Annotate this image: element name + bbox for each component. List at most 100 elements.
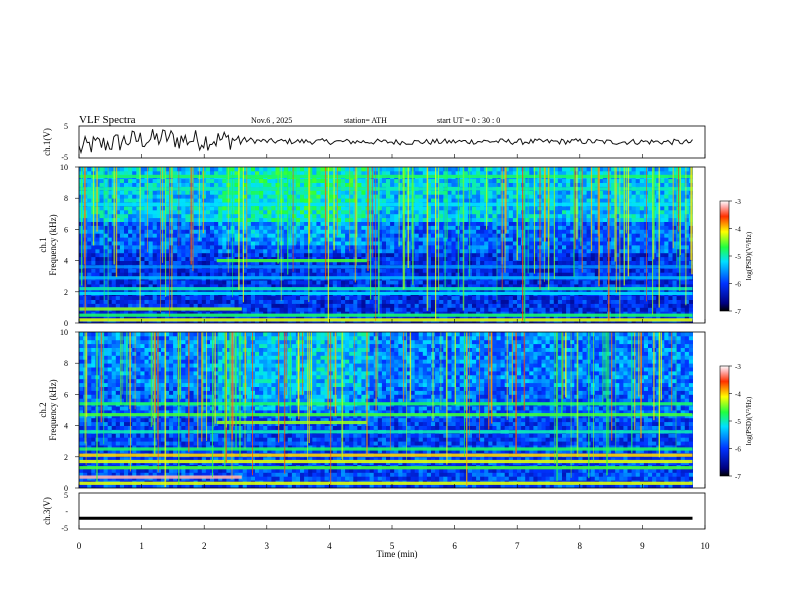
spectrogram-cell — [504, 209, 510, 215]
spectrogram-cell — [320, 233, 325, 238]
spectrogram-cell — [553, 221, 559, 226]
spectrogram-cell — [336, 252, 342, 258]
spectrogram-cell — [263, 299, 268, 304]
spectrogram-cell — [566, 272, 571, 277]
spectrogram-cell — [447, 245, 452, 250]
spectrogram-cell — [488, 170, 493, 176]
spectrogram-cell — [541, 237, 546, 242]
spectrogram-cell — [545, 194, 551, 199]
spectrogram-cell — [300, 245, 305, 250]
spectrogram-cell — [435, 241, 440, 246]
spectrogram-cell — [308, 190, 313, 195]
spectrogram-cell — [504, 315, 510, 320]
spectrogram-cell — [451, 194, 456, 199]
spectrogram-cell — [492, 260, 497, 265]
spectrogram-cell — [283, 233, 289, 238]
spectrogram-cell — [144, 190, 149, 195]
spectrogram-cell — [218, 221, 223, 226]
spectrogram-cell — [394, 260, 399, 265]
spectrogram-cell — [394, 221, 399, 226]
spectrogram-cell — [484, 303, 489, 308]
spectrogram-cell — [295, 272, 301, 277]
spectrogram-cell — [537, 303, 542, 308]
spectrogram-cell — [144, 217, 149, 222]
spectrogram-cell — [250, 209, 256, 215]
spectrogram-cell — [386, 299, 391, 304]
start-time-label: start UT = 0 : 30 : 0 — [437, 116, 500, 125]
spectrogram-cell — [394, 198, 399, 203]
spectrogram-cell — [570, 194, 575, 199]
spectrogram-cell — [549, 182, 555, 187]
spectrogram-cell — [324, 178, 330, 183]
spectrogram-cell — [197, 229, 203, 234]
spectrogram-cell — [349, 248, 354, 254]
spectrogram-cell — [345, 237, 350, 242]
spectrogram-cell — [99, 272, 104, 277]
spectrogram-cell — [386, 194, 391, 199]
spectrogram-cell — [529, 256, 534, 261]
spectrogram-cell — [377, 284, 383, 289]
spectrogram-cell — [115, 260, 121, 265]
spectrogram-cell — [177, 233, 182, 238]
spectrogram-cell — [386, 190, 391, 195]
spectrogram-cell — [119, 311, 125, 316]
spectrogram-cell — [435, 252, 440, 258]
spectrogram-cell — [459, 295, 465, 300]
spectrogram-cell — [422, 233, 428, 238]
spectrogram-cell — [173, 245, 178, 250]
spectrogram-cell — [291, 178, 297, 183]
spectrogram-cell — [529, 315, 534, 320]
spectrogram-cell — [562, 198, 567, 203]
spectrogram-cell — [210, 221, 215, 226]
spectrogram-cell — [295, 260, 301, 265]
spectrogram-cell — [562, 311, 567, 316]
spectrogram-cell — [557, 307, 563, 312]
spectrogram-cell — [578, 272, 583, 277]
spectrogram-cell — [455, 307, 461, 312]
spectrogram-cell — [242, 237, 248, 242]
spectrogram-cell — [357, 248, 362, 254]
spectrogram-cell — [316, 307, 321, 312]
spectrogram-cell — [177, 280, 182, 285]
spectrogram-cell — [435, 221, 440, 226]
spectrogram-cell — [218, 303, 223, 308]
spectrogram-cell — [349, 198, 354, 203]
spectrogram-cell — [156, 241, 162, 246]
spectrogram-cell — [291, 170, 297, 176]
spectrogram-cell — [156, 299, 162, 304]
spectrogram-cell — [124, 260, 129, 265]
spectrogram-cell — [402, 311, 407, 316]
spectrogram-cell — [271, 315, 276, 320]
spectrogram-cell — [226, 284, 231, 289]
spectrogram-cell — [91, 272, 96, 277]
spectrogram-cell — [238, 190, 244, 195]
spectrogram-cell — [517, 233, 522, 238]
spectrogram-cell — [332, 170, 338, 176]
spectrogram-cell — [406, 303, 411, 308]
spectrogram-cell — [320, 194, 325, 199]
spectrogram-cell — [328, 303, 334, 308]
spectrogram-cell — [124, 315, 129, 320]
spectrogram-cell — [95, 241, 100, 246]
spectrogram-cell — [570, 241, 575, 246]
spectrogram-cell — [234, 225, 239, 230]
spectrogram-cell — [283, 209, 289, 215]
spectrogram-cell — [353, 315, 358, 320]
spectrogram-cell — [259, 190, 264, 195]
spectrogram-cell — [566, 284, 571, 289]
spectrogram-cell — [308, 280, 313, 285]
spectrogram-cell — [369, 190, 375, 195]
spectrogram-cell — [431, 303, 436, 308]
spectrogram-cell — [246, 311, 252, 316]
spectrogram-cell — [512, 260, 518, 265]
spectrogram-cell — [250, 198, 256, 203]
spectrogram-cell — [472, 209, 477, 215]
spectrogram-cell — [107, 167, 113, 172]
spectrogram-cell — [553, 194, 559, 199]
spectrogram-cell — [156, 213, 162, 219]
spectrogram-cell — [255, 217, 260, 222]
spectrogram-cell — [582, 194, 587, 199]
spectrogram-cell — [222, 303, 227, 308]
spectrogram-cell — [152, 213, 158, 219]
spectrogram-cell — [128, 213, 133, 219]
